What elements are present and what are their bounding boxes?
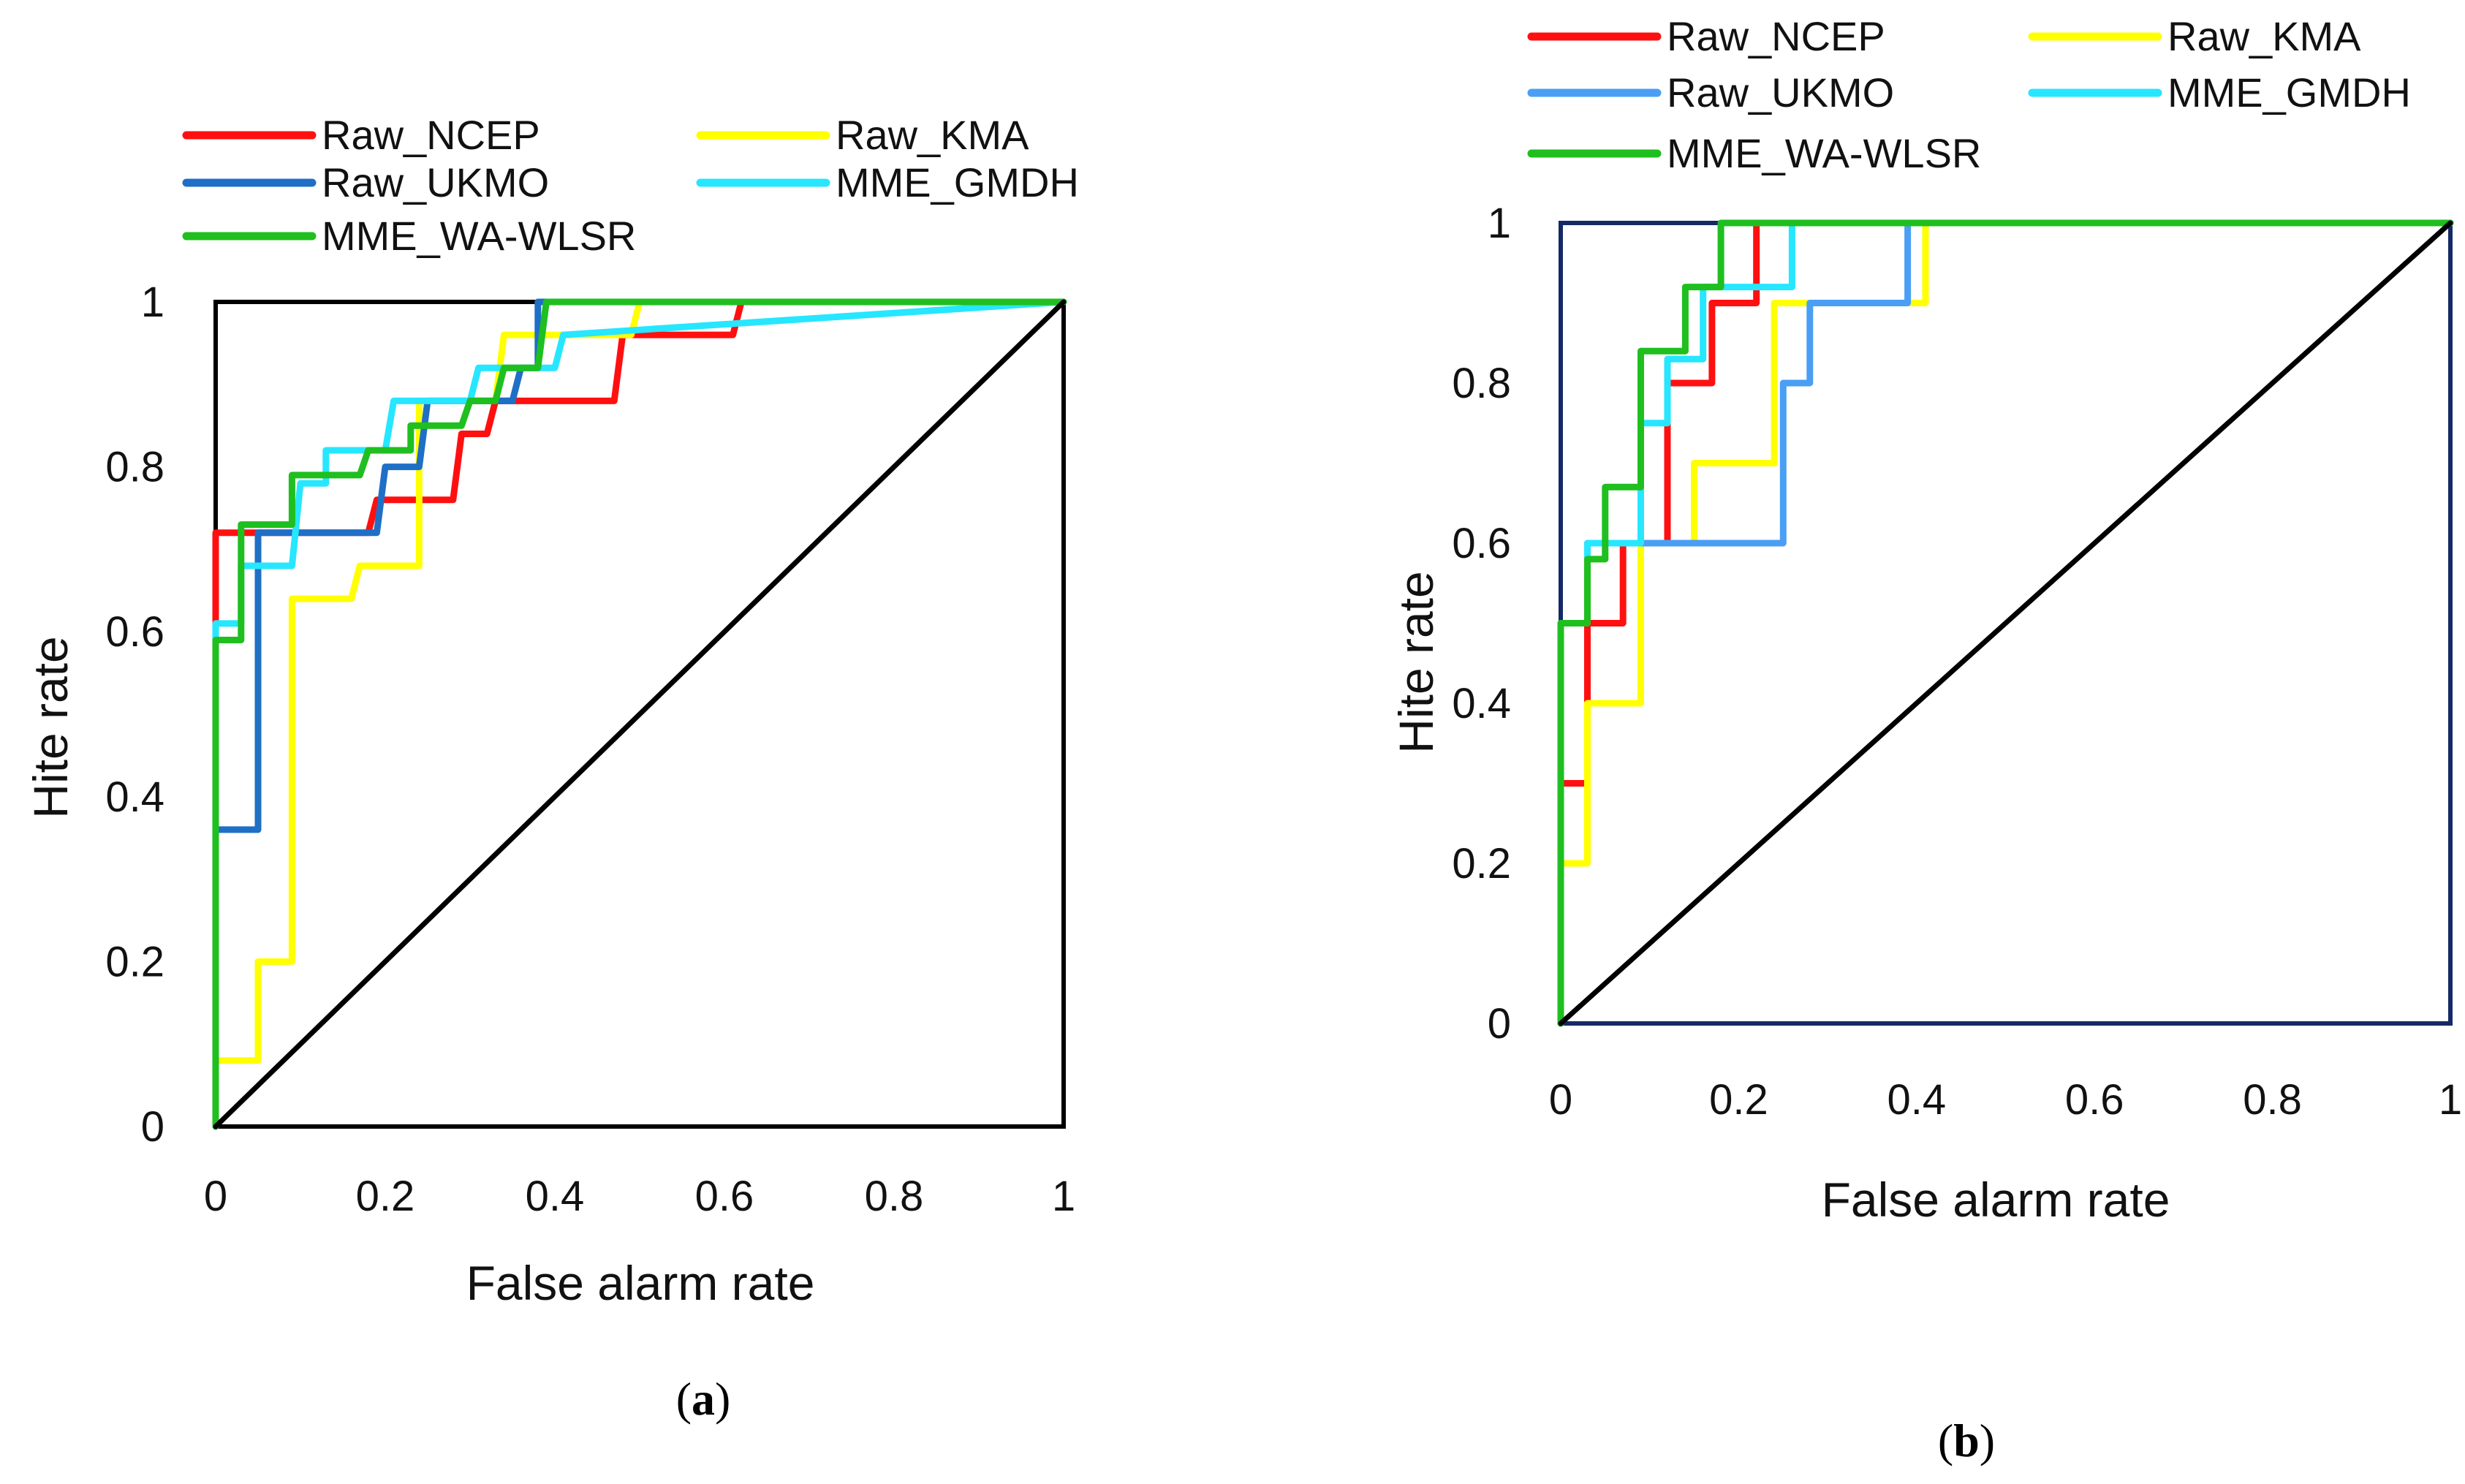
- legend-label: Raw_NCEP: [1667, 13, 1885, 59]
- legend: Raw_NCEP Raw_KMA Raw_UKMO MME_GMDH MME_WA-WL…: [182, 112, 1079, 259]
- y-tick-label: 0.4: [105, 773, 164, 821]
- y-tick-label: 0.4: [1452, 680, 1511, 727]
- y-tick-label: 0: [141, 1103, 164, 1151]
- panel-label-open: (: [676, 1373, 692, 1425]
- legend-label: Raw_UKMO: [322, 159, 549, 205]
- series-line-mme-wa-wlsr: [212, 298, 1067, 1130]
- reference-diagonal-line: [213, 299, 1067, 1129]
- x-tick-label: 0.4: [526, 1173, 585, 1220]
- panel-label: (b): [1938, 1415, 1995, 1466]
- legend-label: Raw_UKMO: [1667, 69, 1894, 116]
- y-tick-label: 1: [141, 279, 164, 326]
- x-tick-label: 0.8: [865, 1173, 924, 1220]
- chart-panel-b: 0 0.2 0.4 0.6 0.8 100.20.40.60.81 Raw_NCEP Raw…: [1389, 13, 2462, 1466]
- x-tick-label: 0.6: [695, 1173, 754, 1220]
- tick-labels: 0 0.2 0.4 0.6 0.8 1 0 0.2 0.4 0.6 0.8 1: [1452, 200, 2462, 1124]
- panel-label-open: (: [1938, 1415, 1953, 1466]
- x-tick-label: 0.8: [2243, 1076, 2302, 1124]
- x-tick-label: 0: [204, 1173, 227, 1220]
- x-tick-label: 0.4: [1887, 1076, 1946, 1124]
- legend: Raw_NCEP Raw_KMA Raw_UKMO MME_GMDH MME_WA-WL…: [1527, 13, 2411, 176]
- x-tick-label: 1: [2439, 1076, 2462, 1124]
- panel-label-close: ): [1980, 1415, 1995, 1466]
- x-tick-label: 0.2: [1709, 1076, 1768, 1124]
- y-axis-label: Hite rate: [23, 636, 77, 818]
- y-axis-label: Hite rate: [1389, 571, 1443, 753]
- chart-panel-a: 0 0.2 0.4 0.6 0.8 100.20.40.60.81 Raw_NCEP Raw…: [23, 112, 1079, 1425]
- legend-label: Raw_KMA: [836, 112, 1029, 158]
- x-tick-label: 0.6: [2065, 1076, 2124, 1124]
- tick-labels: 0 0.2 0.4 0.6 0.8 1 0 0.2 0.4 0.6 0.8 1: [105, 279, 1075, 1220]
- y-tick-label: 0.2: [1452, 840, 1511, 887]
- x-tick-label: 1: [1052, 1173, 1075, 1220]
- y-tick-label: 0.8: [105, 444, 164, 491]
- panel-label: (a): [676, 1373, 731, 1425]
- series-line-mme-wa-wlsr: [1557, 219, 2454, 1027]
- panel-label-letter: b: [1953, 1415, 1980, 1466]
- legend-label: MME_GMDH: [836, 159, 1079, 205]
- y-tick-label: 0.6: [1452, 520, 1511, 567]
- x-tick-label: 0: [1549, 1076, 1572, 1124]
- panel-label-letter: a: [692, 1373, 715, 1425]
- series-layer: [1557, 219, 2454, 1027]
- legend-label: MME_WA-WLSR: [322, 213, 636, 259]
- y-tick-label: 0.8: [1452, 360, 1511, 407]
- y-tick-label: 0.2: [105, 938, 164, 985]
- legend-label: MME_GMDH: [2167, 69, 2411, 116]
- y-tick-label: 0.6: [105, 608, 164, 656]
- y-tick-label: 0: [1488, 1000, 1511, 1048]
- panel-label-close: ): [715, 1373, 730, 1425]
- legend-label: Raw_NCEP: [322, 112, 540, 158]
- legend-label: Raw_KMA: [2167, 13, 2361, 59]
- x-tick-label: 0.2: [356, 1173, 415, 1220]
- y-tick-label: 1: [1488, 200, 1511, 247]
- series-layer: [212, 298, 1067, 1130]
- x-axis-label: False alarm rate: [466, 1256, 815, 1310]
- reference-diagonal-line: [1558, 220, 2453, 1026]
- x-axis-label: False alarm rate: [1822, 1173, 2170, 1227]
- legend-label: MME_WA-WLSR: [1667, 130, 1981, 176]
